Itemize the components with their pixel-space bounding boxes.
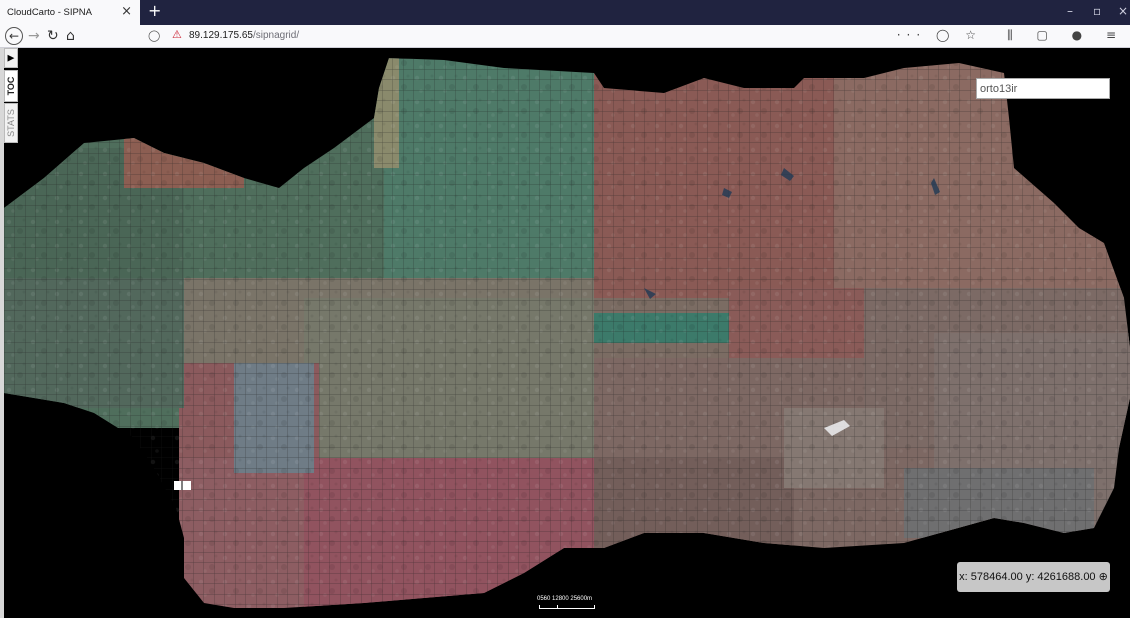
browser-tab-bar: CloudCarto - SIPNA × + – ▫ ×: [0, 0, 1130, 25]
play-icon: ▶: [7, 52, 15, 63]
tab-close-icon[interactable]: ×: [121, 4, 132, 19]
toc-label: TOC: [6, 76, 16, 96]
scale-labels: 0560 12800 25600m: [537, 596, 593, 602]
new-tab-icon[interactable]: +: [148, 1, 162, 20]
layer-input[interactable]: [976, 78, 1110, 99]
reload-icon[interactable]: ↻: [47, 28, 59, 44]
url-bar[interactable]: ◯ ⚠ 89.129.175.65/sipnagrid/ ··· ◯ ☆: [145, 27, 990, 45]
page-actions-icons[interactable]: ··· ◯ ☆: [896, 28, 982, 42]
scale-mid-tick: [557, 605, 558, 609]
scale-bar: 0560 12800 25600m: [537, 596, 617, 610]
home-icon[interactable]: ⌂: [66, 28, 75, 44]
insecure-lock-icon[interactable]: ⚠: [172, 28, 182, 41]
browser-tab[interactable]: CloudCarto - SIPNA ×: [0, 0, 140, 25]
orthophoto-layer: [4, 58, 1130, 608]
tab-title: CloudCarto - SIPNA: [7, 7, 93, 18]
coordinates-display: x: 578464.00 y: 4261688.00 ⊕: [957, 562, 1110, 592]
left-edge: [0, 48, 4, 618]
tab-toc[interactable]: TOC: [4, 70, 18, 102]
stats-label: STATS: [6, 109, 16, 137]
minimize-icon[interactable]: –: [1067, 4, 1073, 18]
close-window-icon[interactable]: ×: [1118, 4, 1129, 18]
tab-stats[interactable]: STATS: [4, 103, 18, 143]
restore-icon[interactable]: ▫: [1093, 4, 1102, 18]
panel-toggle[interactable]: ▶: [4, 48, 18, 68]
map-canvas[interactable]: [4, 48, 1130, 618]
url-host: 89.129.175.65: [189, 30, 253, 41]
url-path: /sipnagrid/: [252, 30, 300, 41]
url-text[interactable]: 89.129.175.65/sipnagrid/: [189, 30, 299, 41]
toolbar-icons[interactable]: ⫼ ▢ ● ≡: [1007, 28, 1126, 42]
browser-nav-bar: ← → ↻ ⌂ ◯ ⚠ 89.129.175.65/sipnagrid/ ···…: [0, 25, 1130, 48]
shield-icon[interactable]: ◯: [148, 29, 161, 42]
forward-icon[interactable]: →: [28, 28, 40, 44]
scale-line: [539, 605, 595, 609]
back-icon[interactable]: ←: [5, 27, 23, 45]
